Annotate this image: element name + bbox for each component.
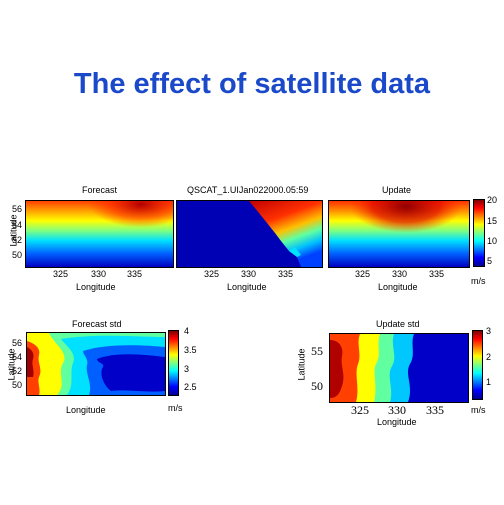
qscat-xlabel: Longitude [227, 282, 267, 292]
qscat-xtick: 330 [241, 269, 257, 279]
update-std-xtick: 325 [351, 403, 369, 417]
forecast-title: Forecast [82, 185, 118, 195]
update-std-title: Update std [376, 319, 420, 329]
update-std-xlabel: Longitude [377, 417, 417, 427]
forecast-std-ytick: 50 [12, 380, 23, 390]
update-cbar-tick: 5 [487, 256, 493, 266]
update-cbar-unit: m/s [471, 276, 486, 286]
update-std-xtick: 335 [426, 403, 444, 417]
forecast-std-ytick: 52 [12, 366, 23, 376]
forecast-std-cbar-tick: 3.5 [184, 345, 197, 355]
forecast-std-ylabel: Latitude [6, 348, 17, 381]
forecast-std-cbar-tick: 4 [184, 326, 190, 336]
qscat-xtick: 335 [278, 269, 294, 279]
update-std-map [329, 333, 469, 403]
update-colorbar [473, 199, 485, 267]
forecast-std-ytick: 56 [12, 338, 23, 348]
forecast-ytick: 52 [12, 235, 23, 245]
forecast-xtick: 330 [91, 269, 107, 279]
update-std-cbar-unit: m/s [471, 405, 486, 415]
update-std-ylabel: Latitude [296, 348, 307, 381]
forecast-std-colorbar [168, 330, 179, 396]
update-cbar-tick: 15 [487, 216, 498, 226]
update-title: Update [382, 185, 412, 195]
update-xtick: 335 [429, 269, 445, 279]
update-std-ytick: 50 [311, 379, 323, 393]
forecast-ytick: 54 [12, 220, 23, 230]
forecast-ytick: 50 [12, 250, 23, 260]
update-cbar-tick: 10 [487, 236, 498, 246]
update-xlabel: Longitude [378, 282, 418, 292]
forecast-std-xlabel: Longitude [66, 405, 106, 415]
update-std-cbar-tick: 3 [486, 326, 492, 336]
forecast-std-cbar-unit: m/s [168, 403, 183, 413]
forecast-std-map [26, 332, 166, 396]
forecast-xtick: 325 [53, 269, 69, 279]
update-xtick: 330 [392, 269, 408, 279]
forecast-std-ytick: 54 [12, 352, 23, 362]
forecast-xlabel: Longitude [76, 282, 116, 292]
forecast-map [25, 200, 174, 268]
forecast-ytick: 56 [12, 204, 23, 214]
qscat-xtick: 325 [204, 269, 220, 279]
qscat-map [176, 200, 323, 268]
qscat-title: QSCAT_1.UIJan022000.05:59 [187, 185, 309, 195]
update-cbar-tick: 20 [487, 195, 498, 205]
forecast-std-cbar-tick: 3 [184, 364, 190, 374]
update-std-cbar-tick: 2 [486, 352, 492, 362]
slide-title: The effect of satellite data [73, 68, 431, 100]
update-std-cbar-tick: 1 [486, 377, 492, 387]
forecast-xtick: 335 [127, 269, 143, 279]
update-std-xtick: 330 [388, 403, 406, 417]
update-std-ytick: 55 [311, 344, 323, 358]
update-map [328, 200, 470, 268]
forecast-std-title: Forecast std [72, 319, 122, 329]
update-xtick: 325 [355, 269, 371, 279]
update-std-colorbar [472, 330, 483, 400]
forecast-std-cbar-tick: 2.5 [184, 382, 197, 392]
